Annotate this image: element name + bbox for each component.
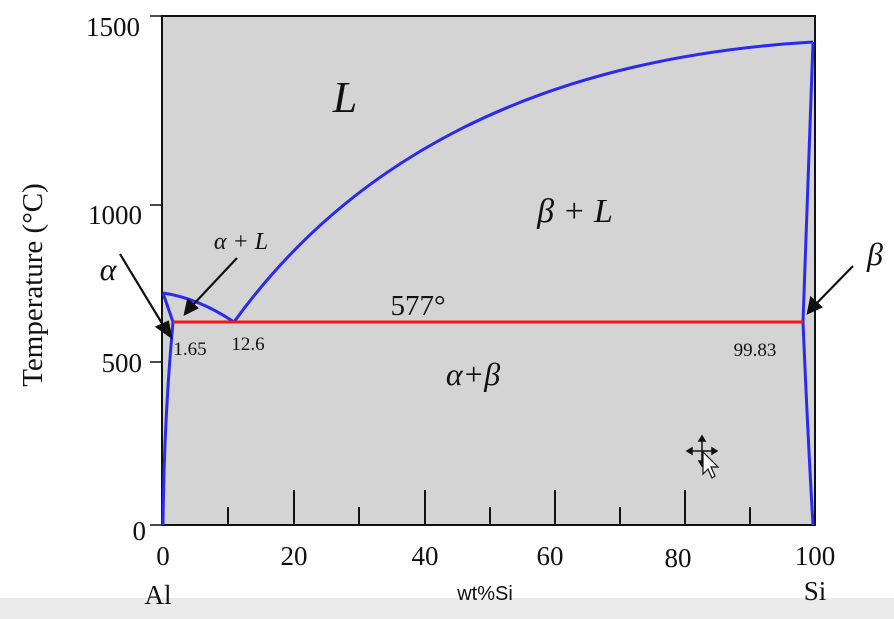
y-tick-0: 0: [133, 516, 147, 546]
x-tick-80: 80: [665, 543, 692, 573]
region-alpha-beta: α+β: [446, 356, 500, 392]
solvus-alpha: [161, 321, 175, 526]
solvus-beta: [801, 321, 815, 526]
liquidus-si-side: [232, 40, 814, 323]
composition-beta-min: 99.83: [734, 340, 777, 361]
composition-alpha-max: 1.65: [173, 339, 206, 360]
beta-pointer: [814, 265, 854, 306]
region-beta: β: [866, 236, 883, 272]
alpha-liquid-pointer: [190, 257, 238, 308]
alpha-liquid-pointer-head: [183, 297, 199, 317]
y-tick-500: 500: [102, 348, 143, 378]
alpha-pointer: [119, 253, 167, 331]
y-tick-1500: 1500: [86, 12, 140, 42]
y-axis-ticks: [150, 15, 162, 526]
composition-eutectic: 12.6: [231, 334, 264, 355]
x-tick-60: 60: [537, 541, 564, 571]
alpha-pointer-head: [154, 320, 173, 340]
move-cursor-icon: [685, 434, 720, 479]
x-axis-label: wt%Si: [456, 583, 513, 605]
beta-pointer-head: [806, 295, 823, 315]
region-alpha: α: [100, 251, 118, 287]
x-tick-100: 100: [795, 541, 836, 571]
liquidus-al-side: [162, 291, 235, 324]
eutectic-temperature: 577°: [390, 290, 445, 322]
y-axis-label: Temperature (°C): [17, 183, 49, 387]
x-tick-40: 40: [412, 541, 439, 571]
bottom-band: [0, 598, 894, 619]
region-liquid: L: [332, 73, 357, 122]
x-tick-20: 20: [281, 541, 308, 571]
region-alpha-liquid: α + L: [214, 229, 268, 255]
region-beta-liquid: β + L: [536, 193, 613, 230]
x-end-label-al: Al: [145, 580, 172, 610]
solidus-alpha: [161, 292, 175, 323]
x-tick-0: 0: [156, 541, 170, 571]
x-axis-ticks: [227, 490, 751, 525]
plot-area: [161, 15, 816, 526]
solidus-beta: [801, 41, 815, 323]
x-end-label-si: Si: [804, 576, 827, 606]
y-tick-1000: 1000: [88, 200, 142, 230]
